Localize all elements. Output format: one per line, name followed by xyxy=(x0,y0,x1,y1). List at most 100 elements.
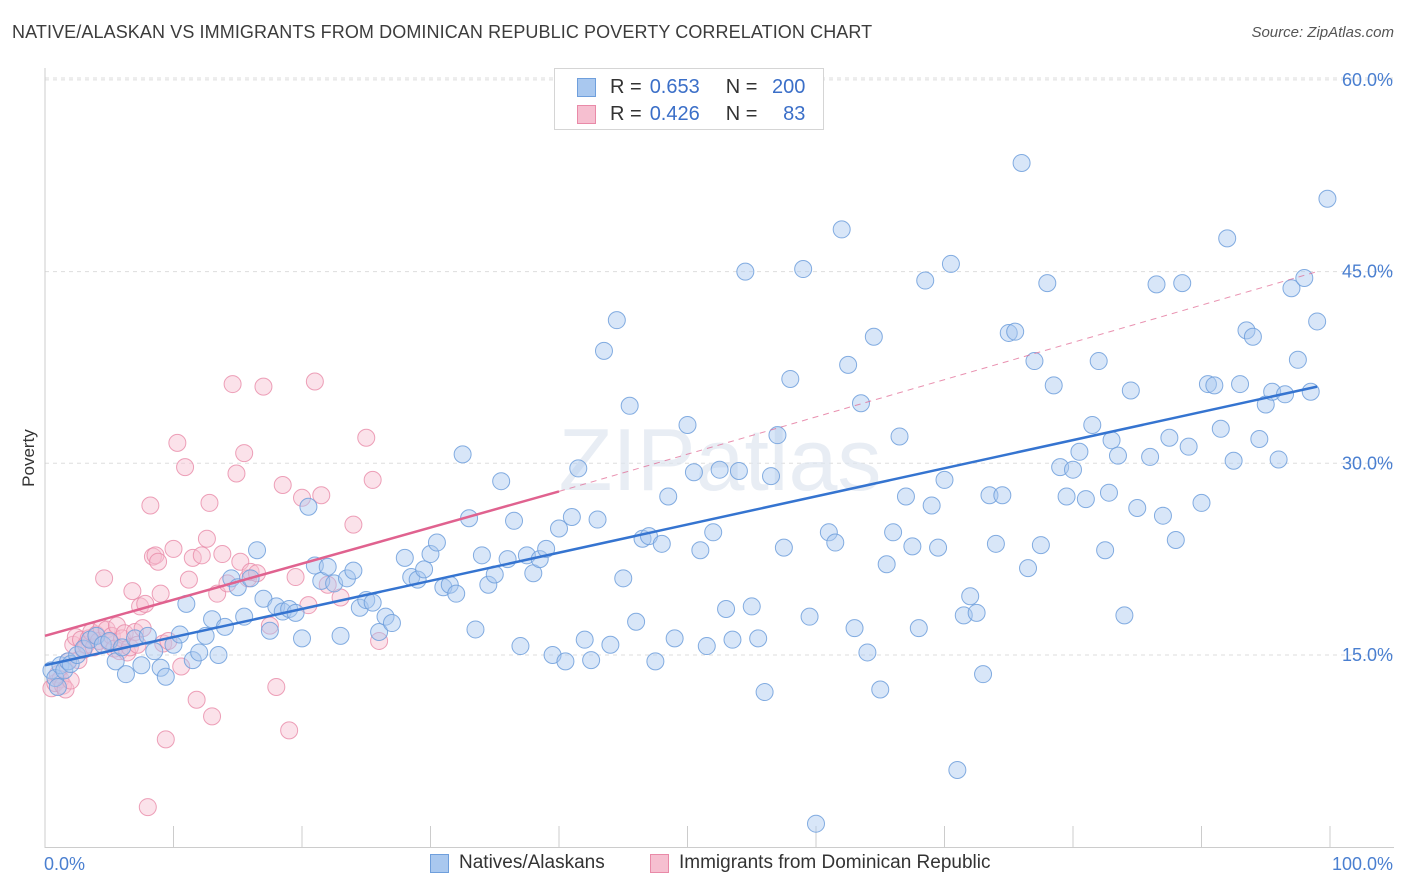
data-point-natives xyxy=(999,323,1018,342)
data-point-immigrants xyxy=(312,486,331,505)
data-point-natives xyxy=(652,534,671,553)
r-value: 0.426 xyxy=(649,102,700,125)
data-point-natives xyxy=(1057,487,1076,506)
data-point-natives xyxy=(941,254,960,273)
data-point-natives xyxy=(851,394,870,413)
data-point-natives xyxy=(511,637,530,656)
data-point-natives xyxy=(659,487,678,506)
data-point-natives xyxy=(1308,312,1327,331)
data-point-natives xyxy=(299,497,318,516)
n-value: 200 xyxy=(772,75,806,98)
data-point-natives xyxy=(1108,446,1127,465)
data-point-immigrants xyxy=(223,375,242,394)
data-point-natives xyxy=(318,557,337,576)
data-point-immigrants xyxy=(357,428,376,447)
data-point-natives xyxy=(948,761,967,780)
data-point-natives xyxy=(826,533,845,552)
data-point-natives xyxy=(717,599,736,618)
data-point-natives xyxy=(684,463,703,482)
data-point-natives xyxy=(537,539,556,558)
data-point-natives xyxy=(556,652,575,671)
data-point-natives xyxy=(1198,375,1217,394)
data-point-immigrants xyxy=(164,539,183,558)
data-point-natives xyxy=(903,537,922,556)
data-point-immigrants xyxy=(200,493,219,512)
legend-label: Immigrants from Dominican Republic xyxy=(679,852,991,873)
data-point-natives xyxy=(729,461,748,480)
y-tick-label: 60.0% xyxy=(1342,70,1393,90)
data-point-natives xyxy=(505,511,524,530)
data-point-natives xyxy=(601,635,620,654)
data-point-natives xyxy=(337,569,356,588)
x-tick-labels: 0.0% 100.0% xyxy=(44,854,1393,874)
data-point-immigrants xyxy=(227,464,246,483)
data-point-natives xyxy=(736,262,755,281)
data-point-immigrants xyxy=(141,496,160,515)
data-point-natives xyxy=(774,538,793,557)
data-point-natives xyxy=(492,472,511,491)
data-point-natives xyxy=(472,546,491,565)
data-point-natives xyxy=(582,651,601,670)
data-point-natives xyxy=(935,470,954,489)
data-point-natives xyxy=(832,220,851,239)
data-point-natives xyxy=(1044,376,1063,395)
data-point-natives xyxy=(1224,451,1243,470)
data-point-natives xyxy=(376,607,395,626)
legend-swatch-blue xyxy=(430,853,449,873)
y-tick-label: 30.0% xyxy=(1342,453,1393,473)
data-point-natives xyxy=(382,614,401,633)
data-point-natives xyxy=(1153,506,1172,525)
y-tick-label: 15.0% xyxy=(1342,645,1393,665)
data-point-immigrants xyxy=(344,515,363,534)
data-point-natives xyxy=(665,629,684,648)
n-label: N = xyxy=(725,102,758,125)
data-point-natives xyxy=(1089,352,1108,371)
data-point-natives xyxy=(1038,274,1057,293)
data-point-natives xyxy=(344,561,363,580)
data-point-natives xyxy=(156,667,175,686)
x-tick-label: 100.0% xyxy=(1332,854,1393,874)
data-point-natives xyxy=(550,519,568,538)
data-point-natives xyxy=(293,629,311,648)
legend-item-immigrants[interactable]: Immigrants from Dominican Republic xyxy=(650,852,991,874)
data-point-natives xyxy=(1231,375,1250,394)
data-point-natives xyxy=(370,622,389,641)
y-tick-label: 45.0% xyxy=(1342,262,1393,282)
data-point-immigrants xyxy=(273,476,292,495)
data-point-immigrants xyxy=(149,552,168,571)
data-point-natives xyxy=(742,597,761,616)
data-point-natives xyxy=(1019,559,1038,578)
data-point-immigrants xyxy=(213,545,232,564)
data-point-natives xyxy=(896,487,915,506)
data-point-immigrants xyxy=(267,677,286,696)
data-point-natives xyxy=(447,584,466,603)
data-point-natives xyxy=(1318,189,1337,208)
data-point-natives xyxy=(1031,536,1050,555)
data-point-immigrants xyxy=(254,377,273,396)
y-tick-labels: 15.0% 30.0% 45.0% 60.0% xyxy=(1342,70,1393,665)
data-point-natives xyxy=(986,534,1005,553)
data-point-natives xyxy=(1160,428,1179,447)
data-point-natives xyxy=(929,538,948,557)
y-axis-label: Poverty xyxy=(19,429,38,487)
data-point-immigrants xyxy=(203,707,222,726)
data-point-natives xyxy=(1096,541,1115,560)
data-point-natives xyxy=(961,587,980,606)
data-point-natives xyxy=(845,619,864,638)
data-point-natives xyxy=(620,396,639,415)
data-point-immigrants xyxy=(151,584,170,603)
data-point-natives xyxy=(1173,274,1192,293)
data-point-natives xyxy=(190,643,209,662)
data-point-natives xyxy=(1269,450,1288,469)
data-point-natives xyxy=(800,607,819,626)
legend-swatch-blue xyxy=(577,77,596,97)
data-point-natives xyxy=(755,683,774,702)
data-point-natives xyxy=(575,630,594,649)
data-point-natives xyxy=(1147,275,1166,294)
data-point-natives xyxy=(1099,483,1118,502)
data-point-natives xyxy=(781,369,800,388)
legend-item-natives[interactable]: Natives/Alaskans xyxy=(430,852,605,874)
chart-title: NATIVE/ALASKAN VS IMMIGRANTS FROM DOMINI… xyxy=(12,22,873,42)
data-point-natives xyxy=(209,646,228,664)
